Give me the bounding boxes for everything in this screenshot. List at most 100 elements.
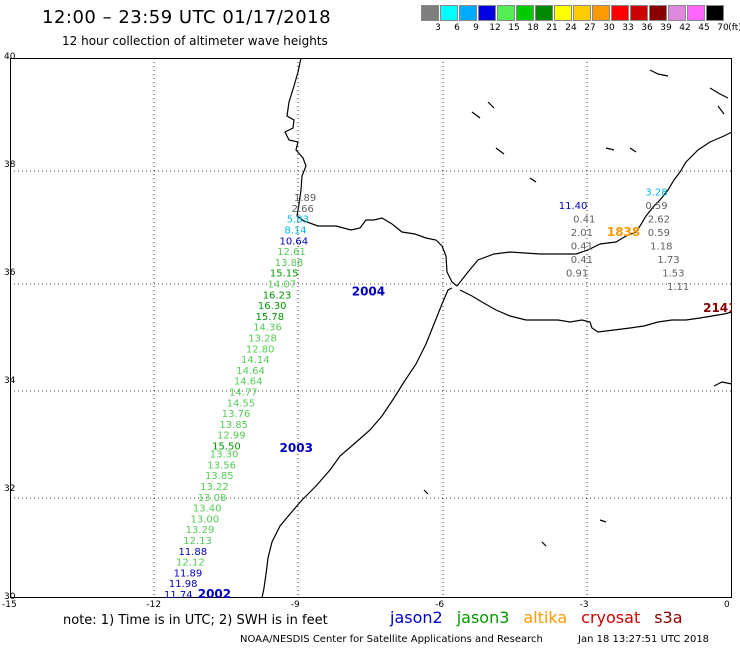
wave-height-value: 1.53 [662,269,684,280]
scale-swatch [687,5,705,21]
wave-height-value: 5.83 [287,215,309,226]
scale-label: 42 [679,23,691,33]
lon-tick-label: -6 [435,600,445,610]
scale-swatch [497,5,515,21]
wave-height-value: 13.00 [191,514,220,525]
lat-tick-label: 30 [4,592,16,602]
scale-label: 9 [473,23,479,33]
wave-height-value: 0.41 [571,242,593,253]
wave-height-value: 0.59 [648,228,670,239]
wave-height-value: 2.66 [292,204,314,215]
wave-height-value: 13.40 [193,504,222,515]
legend-item-altika: altika [523,608,568,627]
wave-height-value: 11.89 [174,568,203,579]
scale-swatch [649,5,667,21]
page-title: 12:00 – 23:59 UTC 01/17/2018 [42,7,332,28]
wave-height-value: 13.28 [248,334,277,345]
lon-tick-label: 0 [724,600,730,610]
lat-tick-label: 36 [4,268,16,278]
lon-tick-label: -12 [146,600,162,610]
wave-height-value: 11.98 [169,579,198,590]
legend-item-s3a: s3a [654,608,683,627]
pass-number-label: 1838 [607,225,640,239]
wave-height-value: 13.08 [198,493,227,504]
scale-label: 30 [603,23,615,33]
scale-swatch [516,5,534,21]
pass-number-label: 2002 [198,587,231,598]
wave-height-value: 1.11 [667,282,689,293]
scale-label: 33 [622,23,634,33]
lat-tick-label: 32 [4,484,16,494]
scale-label: 45 [698,23,710,33]
scale-label: 70 [717,23,729,33]
scale-label: 3 [435,23,441,33]
wave-height-value: 14.14 [241,355,270,366]
wave-height-value: 13.76 [222,409,251,420]
wave-height-value: 11.40 [559,201,588,212]
wave-height-value: 16.30 [258,301,287,312]
map-frame [10,58,732,598]
lat-tick-label: 38 [4,160,16,170]
wave-height-value: 12.12 [176,558,205,569]
page-subtitle: 12 hour collection of altimeter wave hei… [62,34,328,48]
scale-swatch [554,5,572,21]
wave-height-value: 15.50 [212,442,241,453]
scale-label: 24 [565,23,577,33]
scale-swatch [535,5,553,21]
wave-height-value: 3.28 [645,188,667,199]
wave-height-value: 1.18 [650,242,672,253]
lat-tick-label: 34 [4,376,16,386]
wave-height-value: 13.29 [186,525,215,536]
legend-item-cryosat: cryosat [581,608,641,627]
coastline [261,58,732,598]
wave-height-value: 14.64 [234,377,263,388]
wave-height-value: 13.88 [275,258,304,269]
scale-swatch [459,5,477,21]
scale-unit: (ft) [728,23,740,33]
wave-height-value: 12.99 [217,431,246,442]
wave-height-value: 0.41 [573,215,595,226]
map-grid [10,58,732,598]
pass-number-label: 2004 [352,285,385,299]
scale-label: 27 [584,23,596,33]
observations-layer: 11.7411.9811.8912.1211.8812.1313.2913.00… [164,188,689,598]
scale-swatch [630,5,648,21]
wave-height-value: 11.74 [164,590,193,598]
wave-height-value: 0.41 [571,255,593,266]
legend-item-jason3: jason3 [456,608,510,627]
footer-generated: Jan 18 13:27:51 UTC 2018 [578,634,710,645]
scale-swatch [668,5,686,21]
scale-swatch [706,5,724,21]
scale-swatch [440,5,458,21]
footer-note: note: 1) Time is in UTC; 2) SWH is in fe… [63,613,328,628]
wave-height-value: 10.64 [280,236,309,247]
wave-height-value: 8.14 [284,226,306,237]
scale-swatch [478,5,496,21]
wave-height-value: 15.78 [255,312,284,323]
scale-label: 15 [508,23,520,33]
lon-tick-label: -3 [579,600,589,610]
scale-swatch [421,5,439,21]
pass-labels-layer: 2002 2003 2004 1838 2141 [198,225,732,598]
wave-height-map: 11.7411.9811.8912.1211.8812.1313.2913.00… [10,58,732,598]
satellite-legend: jason2 jason3 altika cryosat s3a [390,608,697,627]
wave-height-value: 14.55 [227,398,256,409]
footer-credit: NOAA/NESDIS Center for Satellite Applica… [240,634,543,645]
scale-swatch [573,5,591,21]
wave-height-value: 1.73 [657,255,679,266]
scale-label: 6 [454,23,460,33]
scale-label: 18 [527,23,539,33]
scale-swatch [592,5,610,21]
wave-height-value: 14.77 [229,388,258,399]
lon-tick-label: -9 [290,600,300,610]
scale-label: 12 [489,23,501,33]
wave-height-value: 13.22 [200,482,229,493]
scale-label: 39 [660,23,672,33]
pass-number-label: 2141 [703,301,732,315]
scale-swatch [611,5,629,21]
wave-height-value: 12.13 [183,536,212,547]
wave-height-value: 14.64 [236,366,265,377]
wave-height-value: 15.15 [270,269,299,280]
lat-tick-label: 40 [4,52,16,62]
wave-height-value: 1.89 [294,193,316,204]
